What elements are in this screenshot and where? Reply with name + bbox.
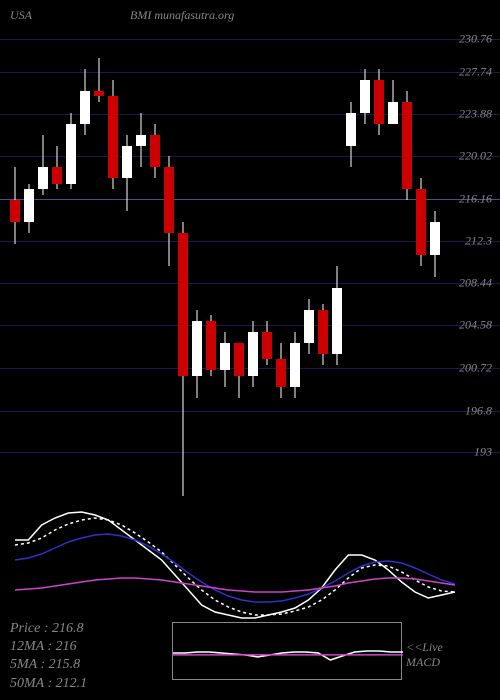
indicator-slow — [15, 534, 455, 602]
indicator-macd — [15, 512, 455, 618]
indicator-panel — [0, 0, 500, 700]
stock-chart: USA BMI munafasutra.org 230.76227.74223.… — [0, 0, 500, 700]
info-row: 50MA : 212.1 — [10, 675, 87, 693]
macd-label: MACD — [406, 655, 440, 670]
indicator-signal — [15, 518, 455, 615]
live-label: <<Live — [406, 640, 443, 655]
info-row: Price : 216.8 — [10, 620, 87, 638]
indicator-base — [15, 578, 455, 592]
info-row: 12MA : 216 — [10, 638, 87, 656]
info-row: 5MA : 215.8 — [10, 656, 87, 674]
mini-macd-line — [173, 623, 403, 681]
price-info-box: Price : 216.812MA : 2165MA : 215.850MA :… — [10, 620, 87, 693]
mini-macd-box — [172, 622, 402, 680]
